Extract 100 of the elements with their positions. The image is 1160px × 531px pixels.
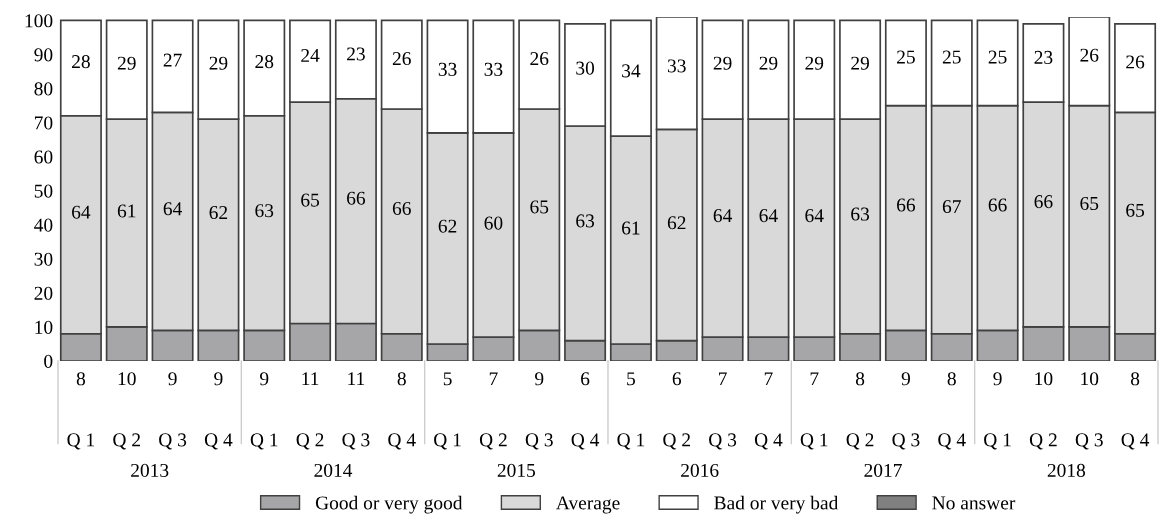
data-label: 9	[168, 372, 177, 386]
data-label: 5	[443, 372, 452, 386]
legend-label: Bad or very bad	[714, 495, 839, 514]
data-label: 29	[759, 56, 778, 70]
data-label: 11	[302, 372, 319, 386]
data-label: 25	[988, 50, 1007, 64]
x-tick-label: Q 1	[250, 433, 278, 450]
data-label: 64	[163, 202, 182, 216]
y-tick-label: 70	[34, 116, 53, 130]
y-tick-label: 50	[34, 184, 53, 198]
x-tick-label: Q 4	[204, 433, 233, 450]
x-tick-label: Q 4	[1121, 433, 1150, 450]
data-label: 8	[397, 372, 406, 386]
data-label: 61	[117, 204, 136, 218]
data-label: 25	[942, 50, 961, 64]
x-tick-label: Q 1	[800, 433, 828, 450]
data-label: 33	[438, 62, 457, 76]
data-label: 63	[576, 214, 595, 228]
x-tick-label: Q 3	[709, 433, 737, 450]
data-label: 66	[392, 201, 411, 215]
data-label: 65	[530, 200, 549, 214]
data-label: 65	[301, 193, 320, 207]
data-label: 23	[1034, 50, 1053, 64]
text: 2018	[1047, 463, 1086, 477]
data-label: 29	[851, 56, 870, 70]
data-label: 61	[622, 221, 640, 235]
data-label: 29	[713, 56, 732, 70]
y-tick-label: 60	[34, 150, 53, 164]
x-tick-label: Q 4	[938, 433, 966, 450]
text: 2017	[864, 463, 902, 477]
text: 2014	[314, 463, 353, 477]
x-tick-label: Q 3	[342, 433, 370, 450]
data-label: 33	[484, 62, 503, 76]
data-label: 62	[209, 206, 228, 220]
data-label: 8	[855, 372, 865, 386]
x-tick-label: Q 1	[434, 433, 461, 450]
x-tick-label: Q 4	[754, 433, 783, 450]
y-tick-label: 0	[44, 354, 53, 368]
data-label: 26	[1126, 55, 1145, 69]
data-label: 64	[713, 209, 732, 223]
data-label: 9	[260, 372, 269, 386]
x-tick-label: Q 1	[617, 433, 645, 450]
data-label: 65	[1080, 196, 1099, 211]
data-label: 10	[118, 372, 136, 386]
data-label: 26	[530, 52, 549, 66]
data-label: 62	[667, 216, 686, 230]
data-label: 33	[667, 59, 686, 73]
data-label: 29	[805, 56, 824, 70]
legend-label: No answer	[932, 496, 1016, 510]
data-label: 66	[897, 198, 916, 212]
data-label: 28	[255, 55, 274, 69]
text: 2016	[681, 463, 719, 477]
data-label: 63	[255, 204, 274, 218]
data-label: 25	[897, 50, 915, 64]
data-label: 64	[805, 209, 824, 223]
data-label: 26	[1080, 48, 1099, 62]
data-label: 28	[72, 55, 90, 69]
data-label: 6	[581, 372, 590, 386]
y-tick-label: 30	[34, 252, 53, 266]
x-tick-label: Q 2	[296, 433, 324, 450]
x-tick-label: Q 2	[479, 433, 507, 450]
legend-label: Average	[556, 496, 620, 514]
data-label: 8	[947, 372, 956, 386]
data-label: 60	[484, 216, 503, 230]
data-label: 9	[993, 372, 1002, 386]
data-label: 7	[810, 372, 819, 386]
text: 2013	[131, 463, 169, 477]
data-label: 23	[347, 47, 365, 61]
data-label: 9	[214, 372, 223, 386]
x-tick-label: Q 3	[892, 433, 920, 450]
data-label: 62	[438, 219, 457, 233]
y-tick-label: 20	[34, 286, 53, 300]
x-tick-label: Q 3	[159, 433, 187, 450]
data-label: 66	[1034, 195, 1053, 209]
data-label: 64	[759, 209, 778, 223]
data-label: 30	[576, 61, 595, 75]
x-tick-label: Q 2	[113, 433, 140, 450]
data-label: 8	[1130, 372, 1140, 386]
data-label: 10	[1081, 372, 1099, 386]
data-label: 66	[988, 198, 1007, 212]
data-label: 67	[942, 200, 961, 214]
text: 2015	[497, 463, 536, 477]
x-tick-label: Q 3	[1075, 433, 1103, 450]
data-label: 66	[347, 191, 366, 205]
data-label: 29	[209, 56, 228, 70]
data-label: 9	[901, 372, 910, 386]
data-label: 7	[764, 372, 773, 386]
data-label: 8	[76, 372, 86, 386]
data-label: 7	[489, 372, 498, 386]
legend-label: Good or very good	[315, 495, 463, 514]
y-tick-label: 40	[34, 218, 53, 232]
x-tick-label: Q 3	[525, 433, 553, 450]
data-label: 9	[535, 372, 544, 386]
y-tick-label: 90	[34, 48, 53, 62]
data-label: 63	[851, 207, 870, 221]
data-label: 5	[627, 372, 636, 386]
data-label: 11	[348, 372, 365, 386]
y-tick-label: 80	[34, 82, 53, 96]
data-label: 65	[1126, 203, 1145, 217]
y-tick-label: 10	[35, 320, 53, 334]
